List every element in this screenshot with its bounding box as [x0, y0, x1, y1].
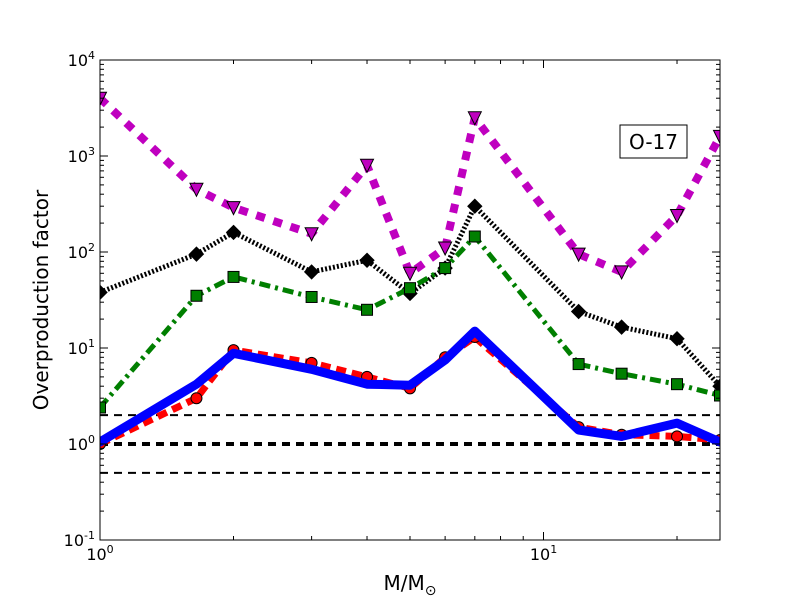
- series-3-point-10: [615, 367, 628, 380]
- series-1-point-5: [359, 158, 375, 174]
- series-3-point-12: [714, 389, 720, 402]
- y-axis-label: Overproduction factor: [29, 189, 53, 410]
- y-tick-label-4: 102: [68, 241, 95, 262]
- series-3-point-7: [439, 262, 452, 275]
- series-4-point-11: [671, 430, 684, 443]
- series-1-point-2: [189, 182, 204, 198]
- series-2-point-10: [613, 319, 630, 335]
- annotation-label: O-17: [629, 130, 678, 154]
- series-2-point-1: [100, 284, 108, 301]
- series-1-point-7: [437, 241, 453, 257]
- series-line-2: [100, 203, 720, 388]
- annotation: O-17: [619, 124, 688, 159]
- y-tick-label-5: 103: [68, 145, 95, 166]
- series-2-point-8: [467, 198, 483, 214]
- series-1-point-11: [669, 208, 685, 224]
- series-3-point-3: [227, 270, 240, 283]
- series-3-point-4: [305, 290, 318, 303]
- series-2-point-3: [225, 224, 242, 241]
- plot-clip-group: [100, 91, 720, 474]
- series-3-point-5: [361, 303, 374, 316]
- series-3-point-6: [404, 282, 416, 295]
- axes: 100 10110-1100101102103104M/M⊙Overproduct…: [29, 49, 721, 599]
- series-3-point-2: [190, 289, 203, 302]
- series-2-point-4: [303, 264, 320, 280]
- series-3-point-9: [572, 358, 585, 371]
- series-3-point-8: [468, 230, 481, 243]
- series-line-3: [100, 234, 720, 410]
- series-2-point-2: [188, 246, 205, 262]
- series-1-point-6: [402, 266, 418, 282]
- series-line-5: [100, 326, 720, 447]
- x-axis-label: M/M⊙: [384, 571, 437, 599]
- series-3-point-11: [671, 378, 684, 391]
- series-2-point-5: [359, 252, 375, 268]
- x-tick-label-2: 101: [530, 543, 557, 564]
- series-3-point-1: [100, 401, 106, 414]
- series-1-point-8: [467, 111, 483, 126]
- annotation-box: [619, 124, 688, 159]
- series-1-point-4: [304, 227, 319, 242]
- series-1-point-10: [614, 265, 629, 281]
- x-tick-label-1: 100: [86, 543, 113, 564]
- y-tick-label-2: 100: [68, 433, 95, 454]
- y-tick-label-1: 10-1: [64, 529, 95, 550]
- series-1-point-3: [226, 201, 241, 216]
- series-4-point-2: [190, 392, 203, 405]
- plot-area: [100, 91, 720, 474]
- y-tick-label-3: 101: [68, 337, 95, 358]
- series-2-point-9: [570, 303, 587, 320]
- series-2-point-11: [669, 330, 685, 347]
- y-tick-label-6: 104: [68, 49, 95, 70]
- series-1-point-9: [571, 247, 586, 263]
- series-1-point-12: [712, 129, 720, 145]
- series-line-1: [100, 95, 720, 278]
